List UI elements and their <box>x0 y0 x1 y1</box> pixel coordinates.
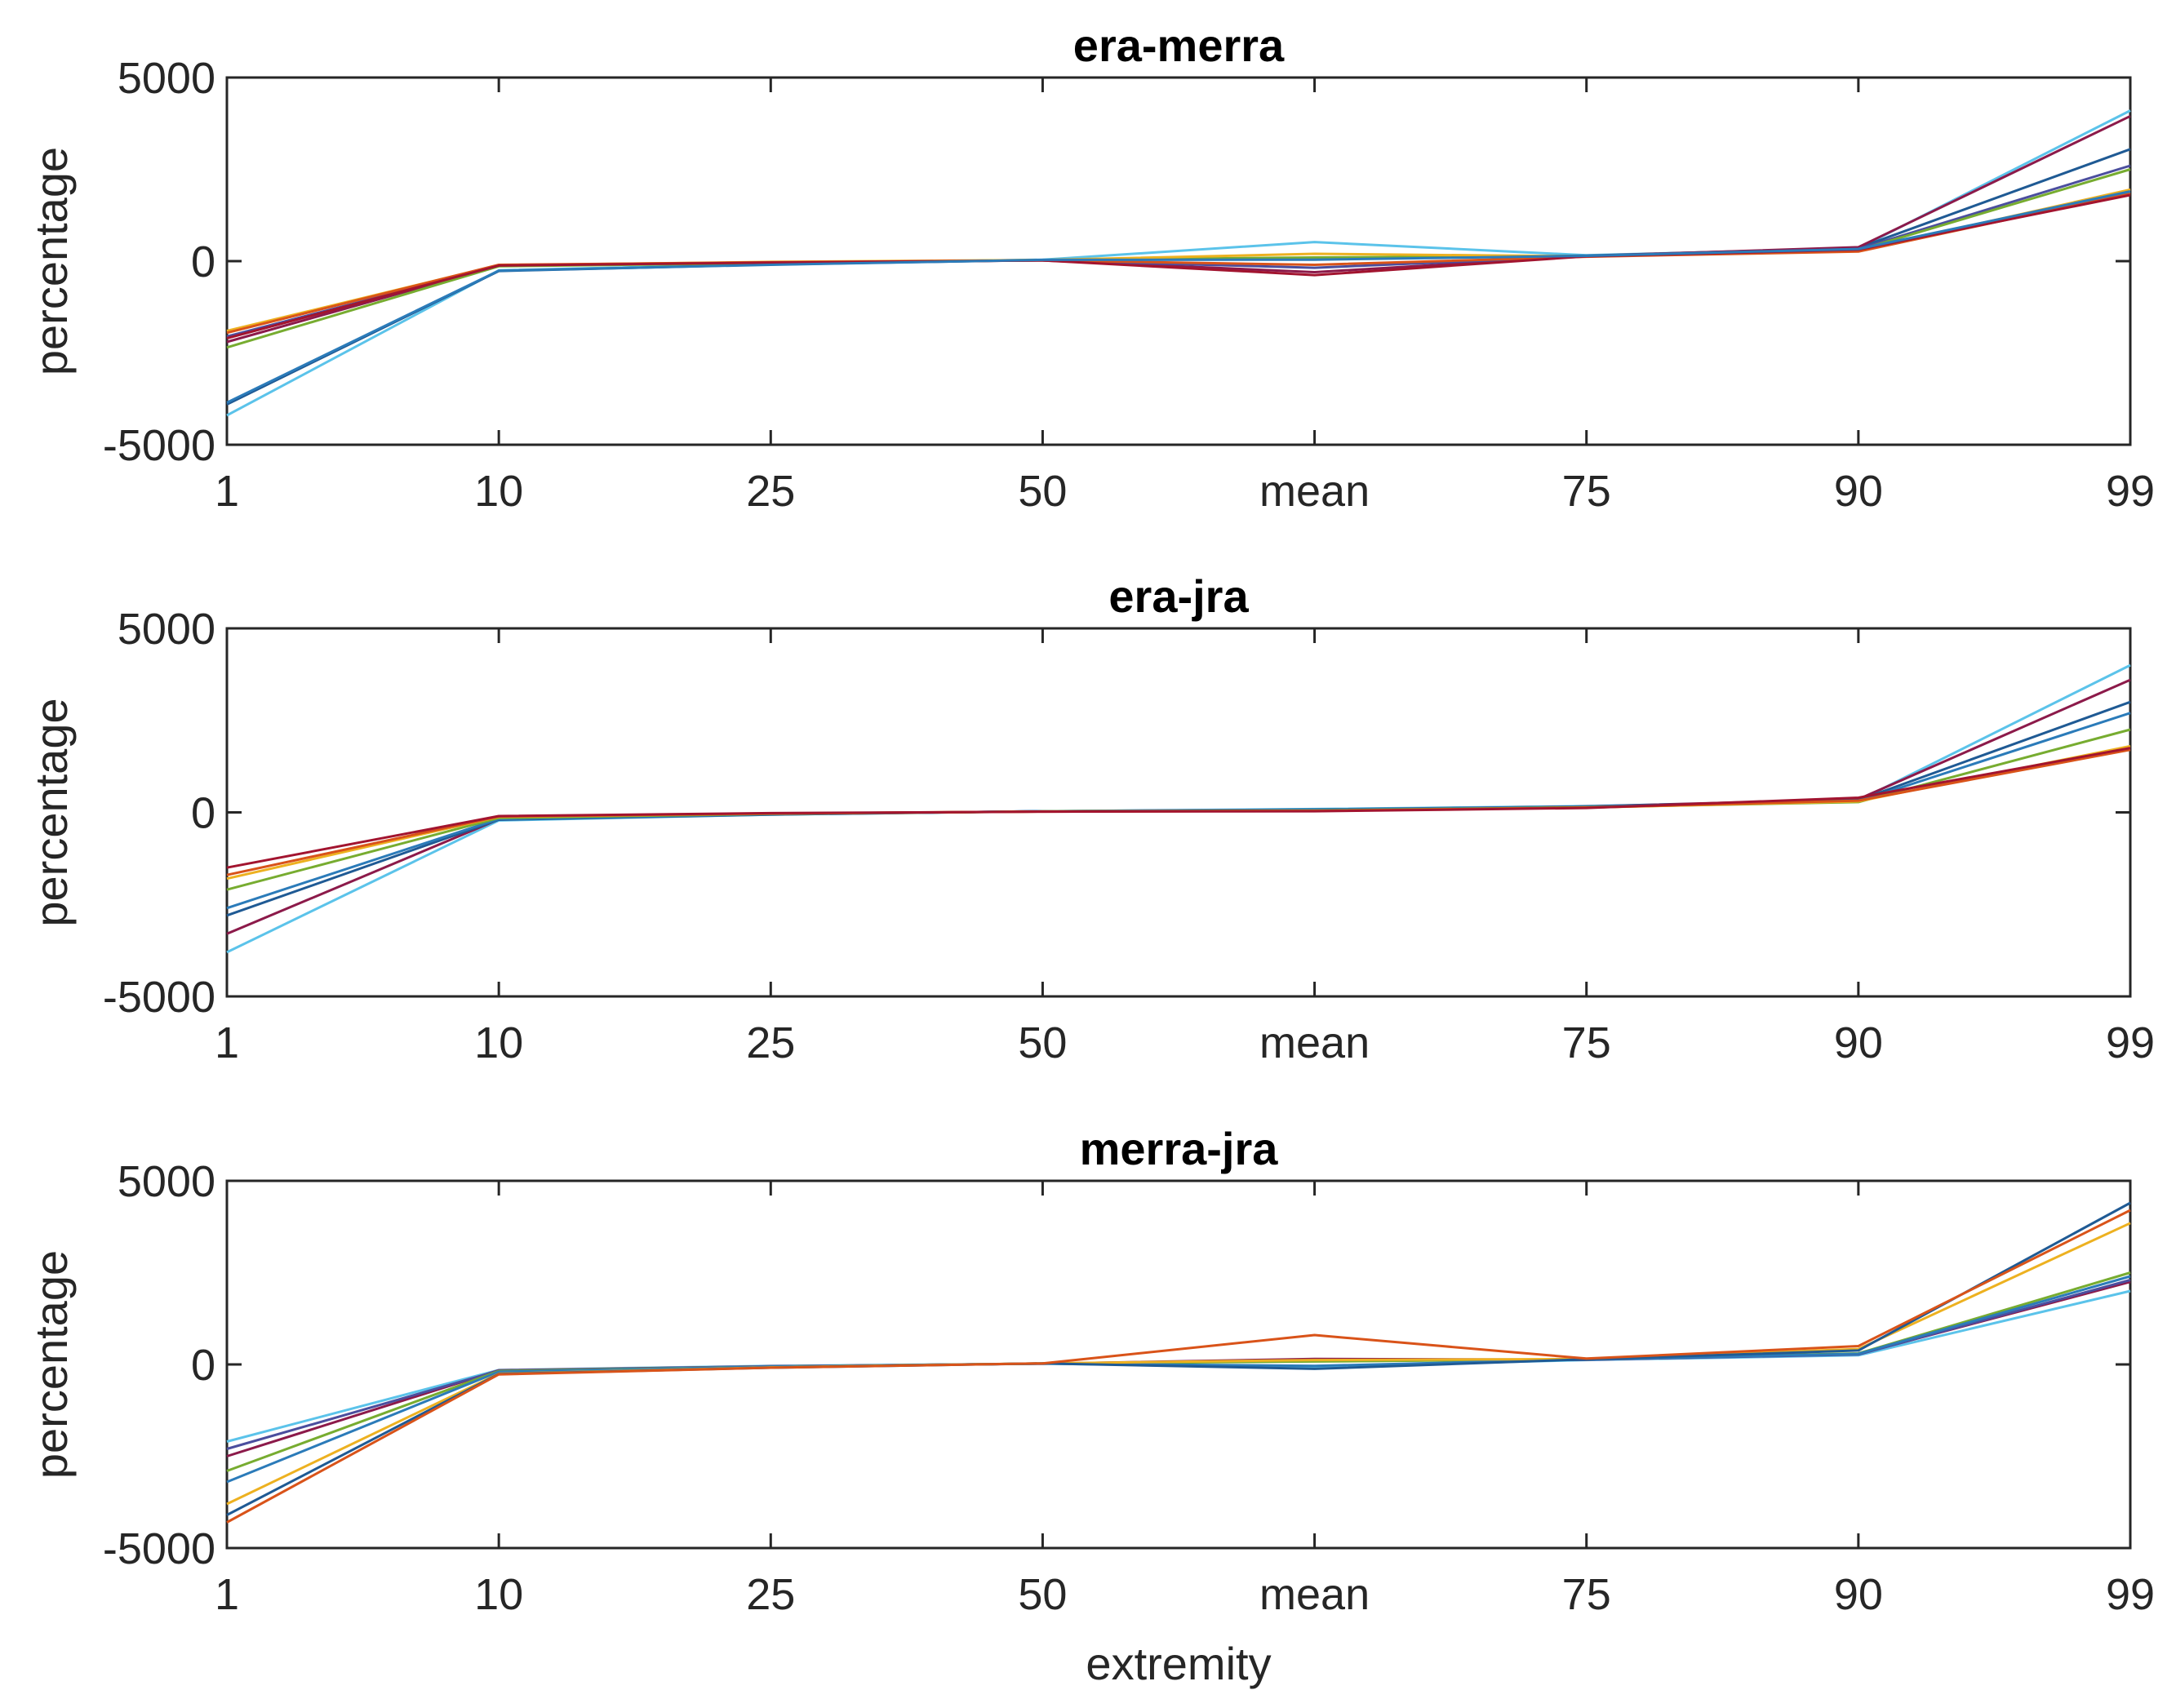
series-line-s2 <box>226 678 2131 935</box>
y-axis-title: percentage <box>25 1250 77 1479</box>
x-tick-label: 99 <box>2106 467 2155 516</box>
y-axis-title: percentage <box>25 147 77 375</box>
x-tick-label: 90 <box>1834 1018 1883 1067</box>
panel-era-merra: 1 10 25 50 mean 75 90 99 5000 0 -5000 era-merra perc… <box>25 20 2155 516</box>
panel-merra-jra: 1 10 25 50 mean 75 90 99 5000 0 -5000 merra-jra perc… <box>25 1123 2155 1619</box>
x-tick-label: 25 <box>746 1018 795 1067</box>
x-tick-label: 25 <box>746 467 795 516</box>
x-tick-label: mean <box>1259 1018 1370 1067</box>
x-tick-label: mean <box>1259 467 1370 516</box>
x-tick-label: 99 <box>2106 1570 2155 1619</box>
x-tick-label: 90 <box>1834 1570 1883 1619</box>
x-tick-label: 50 <box>1018 1018 1067 1067</box>
x-tick-label: 25 <box>746 1570 795 1619</box>
y-tick-label: 0 <box>191 237 215 286</box>
x-tick-label: 75 <box>1562 1018 1611 1067</box>
x-tick-label: 10 <box>474 1018 523 1067</box>
x-tick-label: 90 <box>1834 467 1883 516</box>
x-tick-label: 1 <box>215 1570 239 1619</box>
x-tick-label: 50 <box>1018 467 1067 516</box>
y-tick-label: -5000 <box>103 973 215 1022</box>
chart-title: era-jra <box>1108 570 1249 622</box>
series-line-s7 <box>226 192 2131 335</box>
series-line-s8 <box>226 1209 2131 1524</box>
x-tick-label: 99 <box>2106 1018 2155 1067</box>
x-axis-title: extremity <box>1086 1638 1271 1689</box>
x-tick-label: 50 <box>1018 1570 1067 1619</box>
chart-title: merra-jra <box>1080 1123 1279 1174</box>
series-line-s5 <box>226 1275 2131 1484</box>
series-line-s2 <box>226 1280 2131 1457</box>
series-line-s7 <box>226 1201 2131 1516</box>
y-axis-title: percentage <box>25 698 77 926</box>
x-tick-label: mean <box>1259 1570 1370 1619</box>
series-line-s3 <box>226 700 2131 917</box>
series-line-s9 <box>226 190 2131 404</box>
y-tick-label: 5000 <box>118 1157 215 1206</box>
axis-box <box>225 76 2132 446</box>
series-line-s2 <box>226 148 2131 406</box>
chart-title: era-merra <box>1073 20 1285 71</box>
y-tick-label: 0 <box>191 789 215 838</box>
x-tick-label: 1 <box>215 1018 239 1067</box>
panel-era-jra: 1 10 25 50 mean 75 90 99 5000 0 -5000 era-jra percen… <box>25 570 2155 1067</box>
x-tick-label: 10 <box>474 467 523 516</box>
x-tick-label: 1 <box>215 467 239 516</box>
x-tick-label: 75 <box>1562 1570 1611 1619</box>
series-line-s1 <box>226 663 2131 954</box>
y-tick-label: -5000 <box>103 421 215 470</box>
y-tick-label: 5000 <box>118 54 215 103</box>
x-tick-label: 10 <box>474 1570 523 1619</box>
series-line-s3 <box>226 114 2131 344</box>
y-tick-label: -5000 <box>103 1524 215 1573</box>
y-tick-label: 0 <box>191 1341 215 1390</box>
y-tick-label: 5000 <box>118 605 215 654</box>
series-line-s8 <box>226 747 2131 869</box>
series-line-s5 <box>226 168 2131 349</box>
x-tick-label: 75 <box>1562 467 1611 516</box>
